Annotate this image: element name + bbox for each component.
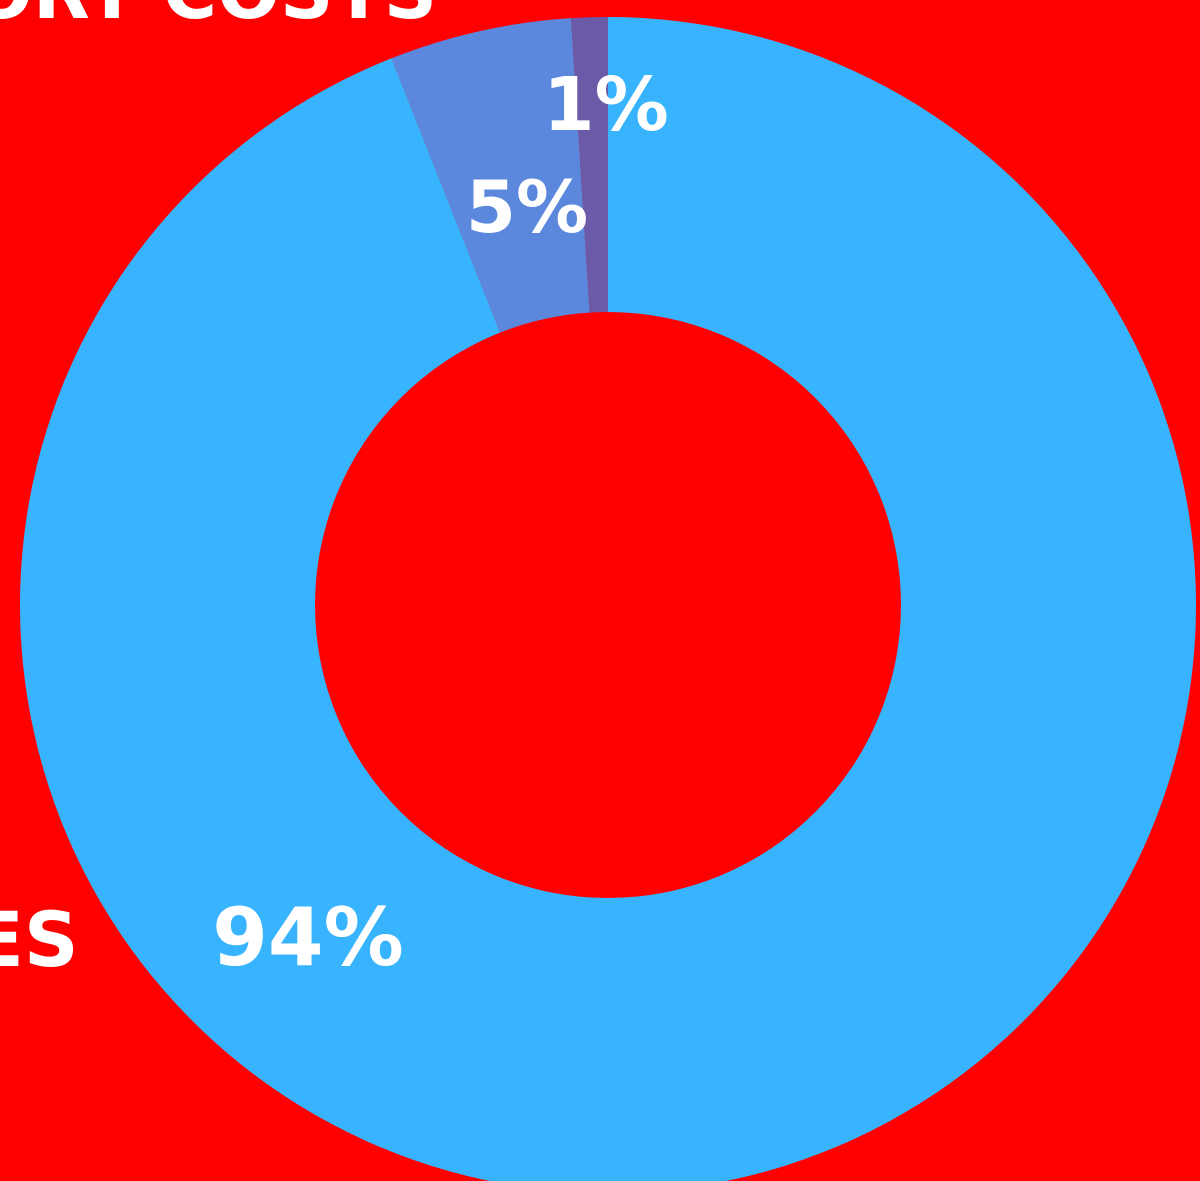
donut-hole: [315, 312, 901, 898]
slice-label-1-percent: 1%: [543, 62, 669, 148]
slice-label-94-percent: 94%: [212, 891, 403, 984]
header-fragment-label: ORT COSTS: [0, 0, 437, 36]
slice-labels: 94% 5% 1%: [212, 62, 669, 984]
donut-slice-94-percent: [20, 17, 1196, 1181]
side-fragment-label: ES: [0, 895, 79, 984]
slice-label-5-percent: 5%: [466, 165, 588, 249]
